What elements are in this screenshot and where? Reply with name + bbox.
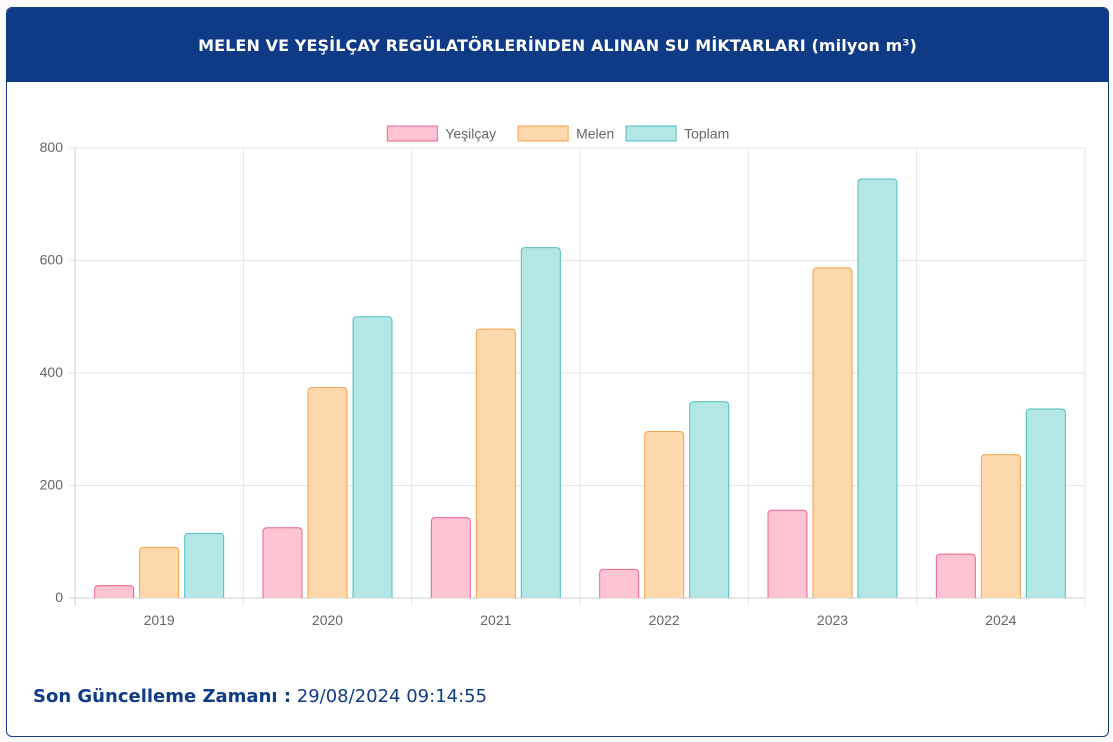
x-tick-label: 2020 xyxy=(312,612,343,628)
x-tick-label: 2019 xyxy=(144,612,175,628)
bar-ye-il-ay xyxy=(767,509,808,598)
bar-toplam xyxy=(520,247,561,598)
y-tick-label: 600 xyxy=(40,252,64,268)
bar-toplam xyxy=(857,178,898,598)
bar-toplam xyxy=(689,401,730,598)
legend-swatch xyxy=(625,125,677,142)
legend-label[interactable]: Yeşilçay xyxy=(445,126,496,142)
last-update-value: 29/08/2024 09:14:55 xyxy=(296,686,488,707)
bar-toplam xyxy=(184,532,225,598)
last-update: Son Güncelleme Zamanı : 29/08/2024 09:14… xyxy=(33,686,487,707)
legend-label[interactable]: Toplam xyxy=(684,126,729,142)
bar-ye-il-ay xyxy=(599,568,640,598)
y-tick-label: 0 xyxy=(55,589,63,605)
legend-label[interactable]: Melen xyxy=(576,126,614,142)
bar-melen xyxy=(812,267,853,598)
bar-chart: 0 200 400 600 800 2019 2020 2021 2022 2023 2024 Yeş… xyxy=(40,125,1086,628)
x-tick-label: 2022 xyxy=(649,612,680,628)
bar-melen xyxy=(980,454,1021,598)
y-tick-label: 400 xyxy=(40,364,64,380)
chart-area: 0 200 400 600 800 2019 2020 2021 2022 2023 2024 Yeş… xyxy=(7,82,1108,642)
bar-melen xyxy=(475,328,516,598)
y-tick-label: 200 xyxy=(40,477,64,493)
x-tick-label: 2021 xyxy=(480,612,511,628)
legend: Yeşilçay Melen Toplam xyxy=(386,125,729,142)
bar-melen xyxy=(644,431,685,598)
bar-melen xyxy=(139,546,180,598)
chart-card: MELEN VE YEŞİLÇAY REGÜLATÖRLERİNDEN ALIN… xyxy=(6,7,1109,737)
legend-swatch xyxy=(386,125,438,142)
bar-toplam xyxy=(352,316,393,598)
legend-swatch xyxy=(517,125,569,142)
bar-ye-il-ay xyxy=(94,585,135,598)
bar-ye-il-ay xyxy=(430,517,471,598)
x-tick-label: 2023 xyxy=(817,612,848,628)
bar-ye-il-ay xyxy=(935,553,976,598)
y-tick-label: 800 xyxy=(40,139,64,155)
bar-toplam xyxy=(1025,408,1066,598)
chart-title: MELEN VE YEŞİLÇAY REGÜLATÖRLERİNDEN ALIN… xyxy=(198,35,917,55)
bar-ye-il-ay xyxy=(262,527,303,598)
last-update-label: Son Güncelleme Zamanı : xyxy=(33,686,292,707)
chart-header: MELEN VE YEŞİLÇAY REGÜLATÖRLERİNDEN ALIN… xyxy=(7,8,1108,82)
x-tick-label: 2024 xyxy=(985,612,1016,628)
bar-melen xyxy=(307,387,348,598)
